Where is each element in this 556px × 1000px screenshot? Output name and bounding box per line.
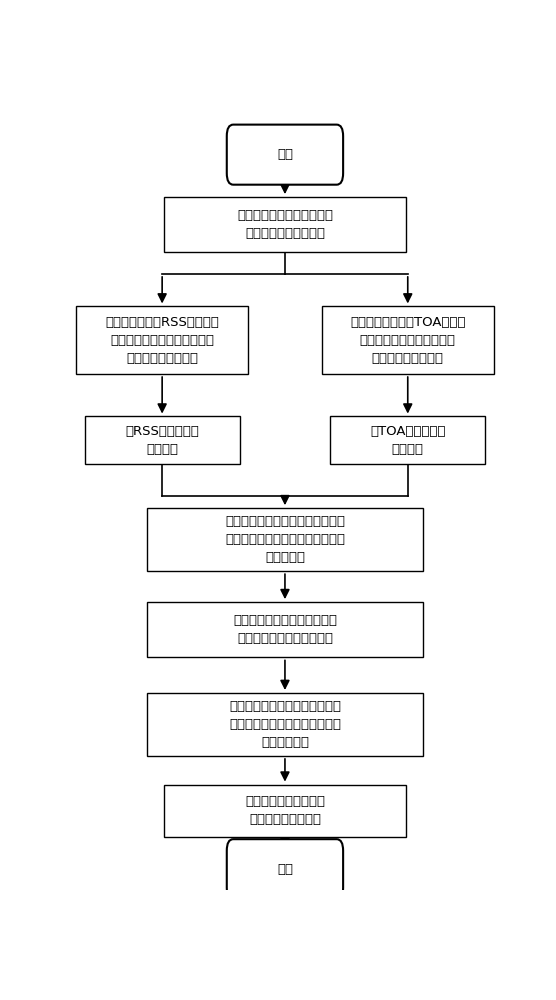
FancyBboxPatch shape <box>85 416 240 464</box>
FancyBboxPatch shape <box>147 508 423 571</box>
FancyBboxPatch shape <box>227 839 343 899</box>
FancyBboxPatch shape <box>147 693 423 756</box>
Text: 结束: 结束 <box>277 863 293 876</box>
Text: 采用内点法求解，得到
目标节点坐标估计值: 采用内点法求解，得到 目标节点坐标估计值 <box>245 795 325 826</box>
FancyBboxPatch shape <box>165 785 406 837</box>
Text: 建立参考坐标系，部署多个
锚节点以及一个目标源: 建立参考坐标系，部署多个 锚节点以及一个目标源 <box>237 209 333 240</box>
FancyBboxPatch shape <box>227 125 343 185</box>
FancyBboxPatch shape <box>321 306 494 374</box>
FancyBboxPatch shape <box>76 306 249 374</box>
FancyBboxPatch shape <box>330 416 485 464</box>
Text: 开始: 开始 <box>277 148 293 161</box>
FancyBboxPatch shape <box>165 197 406 252</box>
FancyBboxPatch shape <box>147 602 423 657</box>
Text: 通过等价代换以及二阶锥松弛技
术将非凸目标定位问题转化为二
阶锥规划问题: 通过等价代换以及二阶锥松弛技 术将非凸目标定位问题转化为二 阶锥规划问题 <box>229 700 341 749</box>
Text: 所有锚节点获得的TOA测量值
的测量模型（存在距离测量
噪声和非视距误差）: 所有锚节点获得的TOA测量值 的测量模型（存在距离测量 噪声和非视距误差） <box>350 316 465 365</box>
Text: 求出关于非视距误差函数的最
大值以及根据条件增加约束: 求出关于非视距误差函数的最 大值以及根据条件增加约束 <box>233 614 337 645</box>
Text: 根据近似表达式，采用最小化最大
定位误差思想，构建出非凸鲁棒最
小二乘问题: 根据近似表达式，采用最小化最大 定位误差思想，构建出非凸鲁棒最 小二乘问题 <box>225 515 345 564</box>
Text: 对TOA测量模型做
近似变换: 对TOA测量模型做 近似变换 <box>370 425 445 456</box>
Text: 对RSS测量模型做
近似变换: 对RSS测量模型做 近似变换 <box>125 425 199 456</box>
Text: 所有锚节点获得RSS测量值的
测量模型（存在功率损失测量
噪声和非视距误差）: 所有锚节点获得RSS测量值的 测量模型（存在功率损失测量 噪声和非视距误差） <box>105 316 219 365</box>
